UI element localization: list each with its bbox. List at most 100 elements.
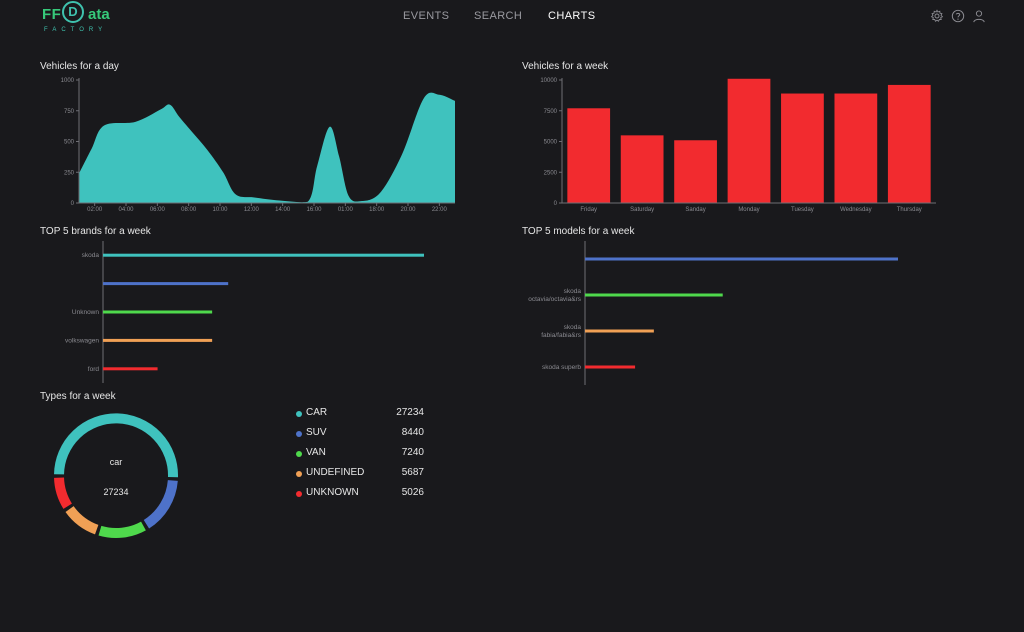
- week-x-tick-label: Tuesday: [791, 207, 814, 213]
- week-y-tick-label: 2500: [544, 170, 558, 176]
- model-label: skoda superb: [542, 364, 581, 371]
- week-y-tick-label: 5000: [544, 140, 558, 146]
- logo-ff-text: FF: [42, 6, 62, 23]
- logo-factory-text: FACTORY: [44, 27, 108, 33]
- types-week-title: Types for a week: [40, 391, 116, 402]
- nav-search[interactable]: SEARCH: [474, 10, 523, 22]
- donut-center-label: car: [110, 457, 123, 467]
- vehicles-day-title: Vehicles for a day: [40, 61, 119, 72]
- gear-icon[interactable]: [930, 9, 944, 23]
- top-brands-chart: skoda Unknown volkswagen ford: [65, 241, 424, 383]
- logo-ata-text: ata: [88, 6, 110, 23]
- week-bar: [887, 84, 931, 203]
- logo-d-mark: D: [62, 1, 84, 23]
- donut-slice: [54, 477, 73, 509]
- model-label: skoda: [564, 324, 582, 331]
- nav-events[interactable]: EVENTS: [403, 10, 450, 22]
- legend-label: CAR: [306, 407, 328, 418]
- brand-label: volkswagen: [65, 337, 99, 344]
- legend-label: UNDEFINED: [306, 467, 365, 478]
- model-label: fabia/fabia&rs: [541, 332, 581, 339]
- week-x-tick-label: Sanday: [685, 207, 705, 213]
- week-x-tick-label: Wednesday: [840, 207, 872, 213]
- vehicles-day-chart: 0 250 500 750 1000 02:00 04:00 06:00 08:00 10:00 1…: [61, 78, 455, 213]
- legend-swatch: [296, 411, 302, 417]
- legend-item[interactable]: UNDEFINED 5687: [296, 467, 436, 481]
- day-x-tick-label: 16:00: [306, 207, 322, 213]
- legend-value: 5687: [401, 467, 424, 478]
- brand-bar: [103, 282, 229, 286]
- brand-label: Unknown: [72, 309, 99, 316]
- week-bar: [567, 108, 611, 203]
- week-bar: [834, 93, 878, 203]
- donut-slice: [65, 505, 99, 535]
- day-x-tick-label: 22:00: [432, 207, 448, 213]
- day-x-tick-label: 04:00: [118, 207, 134, 213]
- legend-label: VAN: [306, 447, 326, 458]
- week-bar: [781, 93, 824, 203]
- legend-swatch: [296, 491, 302, 497]
- legend-label: UNKNOWN: [306, 487, 359, 498]
- day-y-tick-label: 0: [71, 201, 75, 207]
- top-navbar: FF D ata FACTORY EVENTS SEARCH CHARTS: [0, 0, 1024, 36]
- legend-value: 7240: [401, 447, 424, 458]
- legend-item[interactable]: VAN 7240: [296, 447, 436, 461]
- legend-item[interactable]: CAR 27234: [296, 407, 436, 421]
- brand-bar: [103, 253, 424, 257]
- day-x-tick-label: 14:00: [275, 207, 291, 213]
- week-x-tick-label: Monday: [738, 207, 759, 213]
- model-bar: [585, 365, 636, 369]
- brand-label: ford: [88, 366, 100, 373]
- donut-slice: [143, 479, 178, 529]
- model-bar: [585, 329, 654, 333]
- legend-swatch: [296, 471, 302, 477]
- day-x-tick-label: 12:00: [244, 207, 260, 213]
- donut-slice: [54, 413, 178, 478]
- donut-center-value: 27234: [103, 487, 128, 497]
- ffdata-logo[interactable]: FF D ata FACTORY: [40, 0, 112, 36]
- top-brands-title: TOP 5 brands for a week: [40, 226, 151, 237]
- day-y-tick-label: 750: [64, 109, 75, 115]
- day-x-tick-label: 06:00: [150, 207, 166, 213]
- model-label: octavia/octavia&rs: [528, 296, 581, 303]
- week-y-tick-label: 0: [554, 201, 558, 207]
- help-icon[interactable]: [951, 9, 965, 23]
- legend-value: 8440: [401, 427, 424, 438]
- week-x-tick-label: Saturday: [630, 207, 654, 213]
- donut-slice: [98, 521, 146, 538]
- legend-item[interactable]: UNKNOWN 5026: [296, 487, 436, 501]
- week-bar: [620, 135, 664, 203]
- week-bar: [674, 140, 717, 203]
- day-x-tick-label: 10:00: [212, 207, 228, 213]
- day-x-tick-label: 08:00: [181, 207, 197, 213]
- week-bar: [727, 78, 771, 203]
- week-x-tick-label: Friday: [580, 207, 597, 213]
- model-label: skoda: [564, 288, 582, 295]
- day-y-tick-label: 1000: [61, 78, 75, 84]
- day-x-tick-label: 20:00: [400, 207, 416, 213]
- day-x-tick-label: 02:00: [87, 207, 103, 213]
- week-y-tick-label: 7500: [544, 109, 558, 115]
- day-x-tick-label: 18:00: [369, 207, 385, 213]
- legend-swatch: [296, 451, 302, 457]
- user-icon[interactable]: [972, 9, 986, 23]
- legend-label: SUV: [306, 427, 327, 438]
- top-models-chart: skodaoctavia/octavia&rsskodafabia/fabia&…: [528, 241, 898, 385]
- week-y-tick-label: 10000: [540, 78, 557, 84]
- legend-swatch: [296, 431, 302, 437]
- day-area-series: [79, 92, 455, 203]
- nav-charts[interactable]: CHARTS: [548, 10, 596, 22]
- top-models-title: TOP 5 models for a week: [522, 226, 635, 237]
- vehicles-week-chart: Friday Saturday Sanday Monday Tuesday Wednesd…: [540, 78, 936, 213]
- brand-bar: [103, 338, 213, 342]
- model-bar: [585, 293, 723, 297]
- day-y-tick-label: 250: [64, 170, 75, 176]
- day-x-tick-label: 01:00: [338, 207, 354, 213]
- model-bar: [585, 257, 898, 261]
- brand-bar: [103, 310, 213, 314]
- vehicles-week-title: Vehicles for a week: [522, 61, 609, 72]
- brand-bar: [103, 367, 158, 371]
- legend-value: 5026: [401, 487, 424, 498]
- legend-item[interactable]: SUV 8440: [296, 427, 436, 441]
- week-x-tick-label: Thursday: [897, 207, 922, 213]
